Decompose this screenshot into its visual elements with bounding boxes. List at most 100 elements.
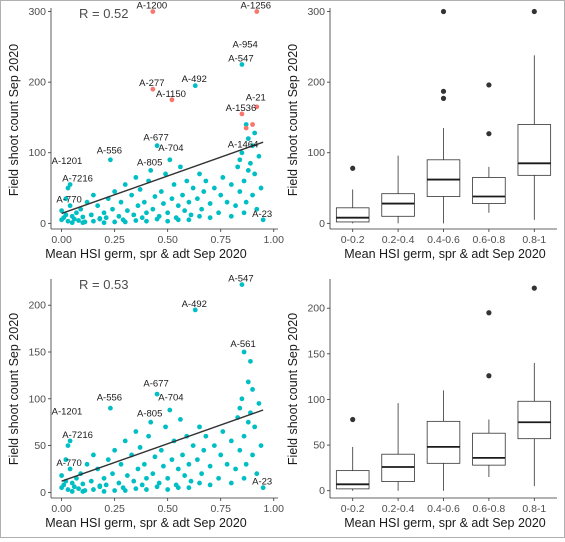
data-point (110, 206, 115, 212)
box (426, 420, 461, 464)
data-point (101, 210, 107, 216)
data-point (258, 185, 264, 191)
point-label: A-492 (182, 74, 207, 85)
data-point (220, 429, 226, 434)
outlier-data-point (150, 9, 156, 14)
data-point (124, 208, 130, 214)
data-point (135, 203, 141, 209)
x-axis-label: Mean HSI germ, spr & adt Sep 2020 (45, 247, 247, 261)
point-label: A-677 (143, 378, 168, 389)
box-outlier-point (486, 82, 492, 88)
data-point (161, 201, 166, 206)
data-point (61, 482, 67, 488)
data-point (248, 358, 253, 364)
data-point (103, 482, 109, 488)
box (335, 470, 370, 490)
point-label: A-23 (252, 477, 272, 488)
data-point (97, 483, 103, 489)
data-point (148, 419, 154, 425)
data-point (169, 196, 175, 202)
box-outlier-point (486, 373, 492, 379)
data-point (245, 136, 251, 142)
data-point (178, 164, 183, 170)
data-point (241, 475, 247, 481)
point-label: A-1256 (240, 1, 271, 12)
data-point (239, 150, 245, 156)
data-point (146, 433, 151, 439)
data-point (154, 484, 160, 490)
x-tick-label: 0.4-0.6 (427, 234, 460, 246)
box (517, 124, 552, 176)
data-point (133, 429, 139, 434)
outlier-data-point (150, 86, 156, 92)
data-point (67, 182, 73, 187)
data-point (186, 217, 192, 223)
point-label: A-1200 (137, 1, 168, 12)
data-point (131, 478, 137, 484)
data-point (197, 213, 202, 219)
y-tick-label: 0 (319, 218, 325, 230)
x-tick-label: 0.50 (157, 234, 178, 246)
box (472, 432, 506, 466)
data-point (243, 199, 249, 205)
trend-line (61, 409, 264, 482)
data-point (139, 215, 145, 221)
data-point (211, 443, 217, 448)
data-point (163, 171, 168, 177)
box-outlier-point (531, 8, 537, 15)
correlation-annotation: R = 0.52 (79, 6, 129, 21)
data-point (88, 478, 94, 484)
correlation-annotation: R = 0.53 (79, 277, 129, 292)
outlier-data-point (254, 104, 260, 110)
data-point (182, 473, 188, 478)
data-point (148, 167, 154, 173)
data-point (65, 443, 71, 448)
data-point (95, 203, 101, 209)
box-outlier-point (486, 310, 492, 316)
data-point (218, 192, 224, 198)
x-tick-label: 0.8-1 (522, 503, 546, 515)
data-point (69, 489, 75, 494)
data-point (248, 160, 253, 166)
data-point (182, 208, 188, 214)
data-point (78, 206, 84, 212)
data-point (101, 475, 107, 481)
data-point (211, 185, 217, 191)
x-tick-label: 0.6-0.8 (473, 234, 506, 246)
data-point (141, 199, 147, 205)
data-point (150, 471, 156, 477)
data-point (258, 443, 264, 448)
data-point (118, 461, 124, 467)
data-point (165, 487, 171, 492)
box-outlier-point (440, 95, 447, 101)
y-axis-label: Field shoot count Sep 2020 (286, 313, 300, 465)
data-point (197, 480, 202, 486)
point-label: A-547 (228, 274, 253, 285)
point-label: A-1150 (156, 89, 186, 100)
data-point (207, 463, 213, 469)
data-point (175, 203, 181, 209)
data-point (152, 194, 158, 199)
data-point (245, 379, 251, 385)
data-point (133, 486, 139, 492)
x-tick-label: 0.8-1 (522, 234, 546, 246)
data-point (192, 83, 198, 89)
y-tick-label: 100 (28, 393, 46, 405)
x-axis-label: Mean HSI germ, spr & adt Sep 2020 (45, 516, 247, 530)
data-point (108, 157, 113, 163)
data-point (241, 210, 247, 216)
point-label: A-1201 (52, 156, 83, 167)
data-point (122, 219, 128, 225)
data-point (216, 475, 221, 481)
y-tick-label: 0 (40, 218, 46, 230)
data-point (194, 457, 200, 463)
x-tick-label: 1.00 (264, 503, 285, 515)
data-point (105, 457, 111, 463)
box (517, 400, 552, 440)
data-point (122, 182, 128, 187)
data-point (71, 216, 77, 222)
data-point (190, 443, 196, 448)
x-tick-label: 0-0.2 (341, 503, 365, 515)
